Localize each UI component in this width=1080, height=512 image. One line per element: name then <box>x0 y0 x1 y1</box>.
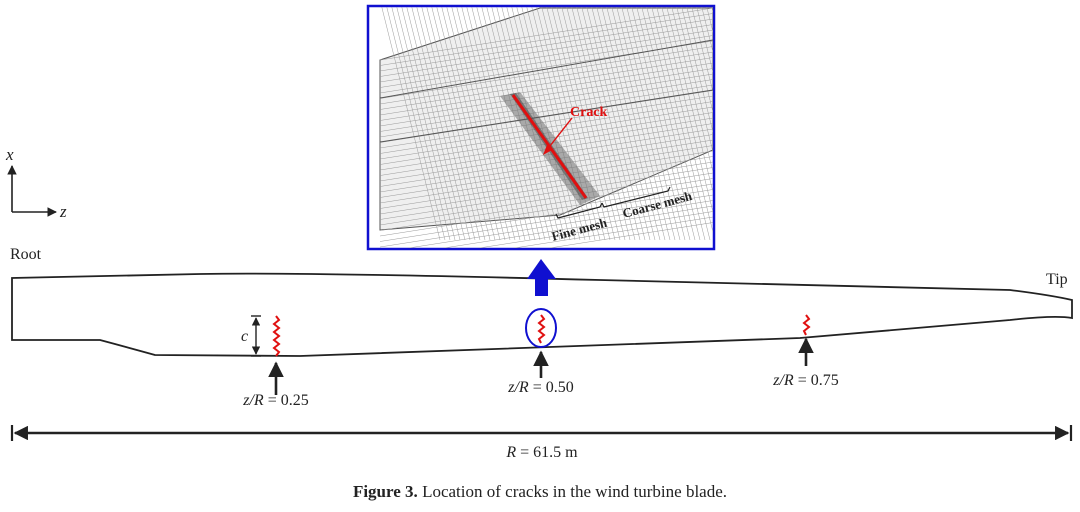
crack-label-075: z/R = 0.75 <box>772 372 838 389</box>
zoom-arrow <box>527 259 556 296</box>
crack-line-075 <box>802 314 811 336</box>
mesh-inset: Crack Fine mesh Coarse mesh <box>366 4 716 251</box>
tip-label: Tip <box>1046 271 1068 288</box>
crack-line-050 <box>537 314 546 344</box>
crack-marker-075: z/R = 0.75 <box>772 314 839 389</box>
x-axis-label: x <box>5 145 14 164</box>
figure-number: Figure 3. <box>352 482 418 501</box>
crack-line-025 <box>272 315 281 357</box>
crack-highlight-ellipse <box>525 308 557 348</box>
crack-marker-050: z/R = 0.50 <box>507 308 574 396</box>
inset-crack-label: Crack <box>570 105 608 120</box>
figure-caption: Figure 3. Location of cracks in the wind… <box>0 482 1080 502</box>
crack-label-025: z/R = 0.25 <box>242 392 308 409</box>
root-label: Root <box>10 246 42 263</box>
coordinate-axes: x z <box>5 145 67 221</box>
span-label: R = 61.5 m <box>505 444 578 461</box>
z-axis-label: z <box>59 202 67 221</box>
blade-outline <box>11 272 1073 357</box>
chord-dimension: c <box>241 315 261 357</box>
span-dimension: R = 61.5 m <box>10 425 1073 461</box>
chord-label: c <box>241 328 248 345</box>
crack-marker-025: z/R = 0.25 <box>242 315 309 409</box>
crack-label-050: z/R = 0.50 <box>507 379 573 396</box>
caption-text: Location of cracks in the wind turbine b… <box>417 482 728 501</box>
